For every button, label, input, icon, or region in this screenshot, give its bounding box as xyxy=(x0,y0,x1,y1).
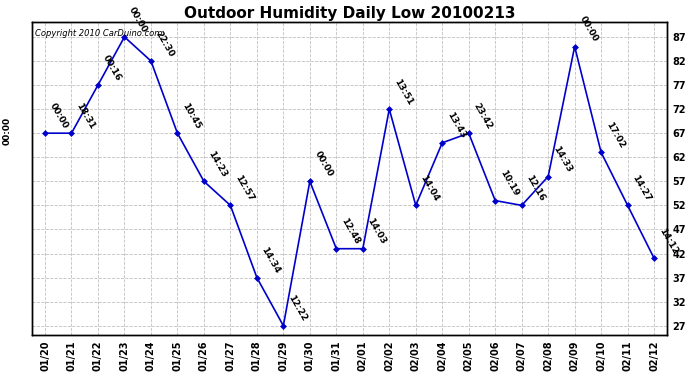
Text: 13:43: 13:43 xyxy=(445,111,467,140)
Text: 12:57: 12:57 xyxy=(233,173,255,202)
Text: 00:00: 00:00 xyxy=(578,15,600,44)
Text: 14:27: 14:27 xyxy=(631,173,653,202)
Text: 18:31: 18:31 xyxy=(75,101,97,130)
Text: 23:42: 23:42 xyxy=(471,101,493,130)
Text: 00:00: 00:00 xyxy=(127,5,149,34)
Text: 12:16: 12:16 xyxy=(524,173,546,202)
Text: 14:33: 14:33 xyxy=(551,144,573,174)
Text: 17:02: 17:02 xyxy=(604,120,626,150)
Text: 14:03: 14:03 xyxy=(366,217,388,246)
Text: 10:45: 10:45 xyxy=(180,101,202,130)
Title: Outdoor Humidity Daily Low 20100213: Outdoor Humidity Daily Low 20100213 xyxy=(184,6,515,21)
Text: Copyright 2010 CarDuino.com: Copyright 2010 CarDuino.com xyxy=(35,29,162,38)
Text: 14:12: 14:12 xyxy=(657,226,679,255)
Text: 00:00: 00:00 xyxy=(313,150,335,178)
Text: 14:23: 14:23 xyxy=(207,149,229,178)
Text: 00:16: 00:16 xyxy=(101,53,123,82)
Text: 22:30: 22:30 xyxy=(154,29,176,58)
Text: 12:22: 12:22 xyxy=(286,294,308,323)
Text: 14:04: 14:04 xyxy=(419,173,441,202)
Text: 00:00: 00:00 xyxy=(2,117,12,146)
Text: 14:34: 14:34 xyxy=(259,245,282,275)
Text: 00:00: 00:00 xyxy=(48,102,70,130)
Text: 10:19: 10:19 xyxy=(498,168,520,198)
Text: 12:48: 12:48 xyxy=(339,216,362,246)
Text: 13:51: 13:51 xyxy=(392,77,414,106)
